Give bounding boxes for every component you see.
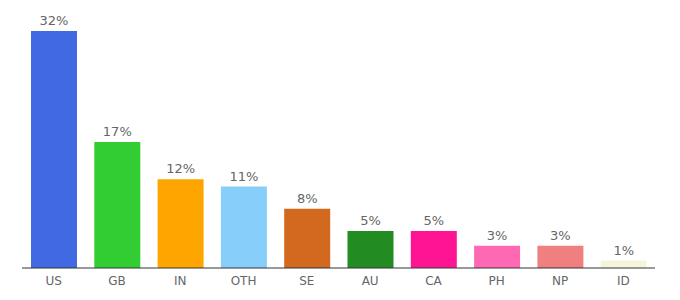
svg-text:NP: NP [552,274,568,288]
svg-text:3%: 3% [487,228,508,243]
svg-text:ID: ID [617,274,630,288]
svg-text:32%: 32% [40,13,69,28]
svg-text:AU: AU [362,274,379,288]
svg-text:1%: 1% [613,243,634,258]
svg-text:GB: GB [108,274,126,288]
svg-text:3%: 3% [550,228,571,243]
svg-text:US: US [45,274,61,288]
svg-text:17%: 17% [103,124,132,139]
svg-text:11%: 11% [229,169,258,184]
svg-text:8%: 8% [297,191,318,206]
svg-text:CA: CA [425,274,442,288]
svg-text:5%: 5% [423,213,444,228]
svg-text:SE: SE [299,274,314,288]
svg-text:OTH: OTH [231,274,257,288]
svg-text:PH: PH [489,274,505,288]
svg-text:5%: 5% [360,213,381,228]
svg-text:IN: IN [174,274,187,288]
svg-text:12%: 12% [166,161,195,176]
